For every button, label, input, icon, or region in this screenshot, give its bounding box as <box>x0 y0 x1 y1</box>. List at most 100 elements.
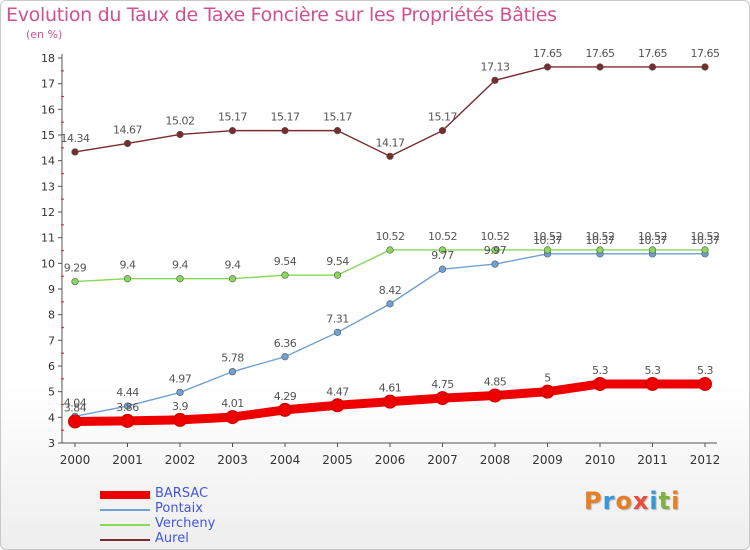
data-label: 4.01 <box>221 397 244 410</box>
chart-legend: BARSAC Pontaix Vercheny Aurel <box>100 486 300 547</box>
data-point <box>176 388 184 397</box>
chart-unit-label: (en %) <box>26 28 63 41</box>
data-label: 3.86 <box>116 401 139 414</box>
y-tick-label: 15 <box>41 129 55 142</box>
data-label: 14.17 <box>376 136 405 149</box>
x-tick-label: 2011 <box>637 453 668 467</box>
data-point <box>701 246 709 254</box>
data-point <box>488 388 502 403</box>
data-label: 4.85 <box>484 376 507 389</box>
data-label: 9.29 <box>64 262 87 275</box>
data-label: 10.52 <box>376 230 405 243</box>
data-point <box>491 76 499 84</box>
x-tick-label: 2001 <box>112 453 143 467</box>
data-label: 15.17 <box>428 111 457 124</box>
y-tick-label: 3 <box>48 437 55 450</box>
data-label: 10.52 <box>481 230 510 243</box>
legend-label: BARSAC <box>155 486 209 501</box>
y-tick-label: 7 <box>48 334 55 347</box>
data-point <box>333 271 342 279</box>
data-label: 15.17 <box>323 111 352 124</box>
data-label: 14.67 <box>113 123 142 136</box>
data-point <box>123 139 132 148</box>
data-point <box>540 384 555 399</box>
data-point <box>543 246 552 254</box>
legend-label: Pontaix <box>155 501 203 516</box>
proxiti-logo: Proxiti <box>584 487 681 515</box>
x-tick-label: 2005 <box>322 453 353 467</box>
data-point <box>383 394 397 409</box>
data-point <box>173 412 187 427</box>
y-tick-label: 8 <box>48 309 55 322</box>
data-point <box>438 127 447 135</box>
data-label: 9.54 <box>274 255 297 268</box>
data-point <box>228 127 237 135</box>
data-point <box>281 127 289 135</box>
data-label: 15.17 <box>218 111 247 124</box>
data-point <box>71 148 79 156</box>
data-point <box>333 127 342 135</box>
x-tick-label: 2002 <box>165 453 196 467</box>
data-point <box>333 328 342 336</box>
data-label: 8.42 <box>379 284 402 297</box>
series-line-vercheny <box>74 249 706 283</box>
data-label: 15.17 <box>271 111 300 124</box>
data-label: 4.04 <box>64 396 87 409</box>
y-tick-label: 5 <box>48 386 55 399</box>
data-point <box>698 376 712 391</box>
legend-label: Vercheny <box>155 516 216 531</box>
data-point <box>648 246 657 254</box>
data-label: 3.9 <box>172 400 188 413</box>
data-point <box>68 414 82 429</box>
data-label: 4.47 <box>326 385 349 398</box>
y-tick-label: 10 <box>41 257 55 270</box>
x-tick-label: 2008 <box>480 453 511 467</box>
data-label: 5.3 <box>592 364 608 377</box>
data-label: 9.97 <box>484 244 507 257</box>
data-point <box>71 277 79 286</box>
data-label: 10.37 <box>691 234 720 247</box>
legend-label: Aurel <box>155 531 189 546</box>
y-tick-label: 16 <box>41 103 55 116</box>
data-point <box>386 300 394 308</box>
x-tick-label: 2012 <box>690 453 721 467</box>
data-point <box>176 130 184 139</box>
data-point <box>123 402 132 410</box>
y-tick-label: 6 <box>48 360 55 373</box>
legend-item-barsac: BARSAC <box>100 486 300 502</box>
data-point <box>491 246 499 254</box>
x-tick-label: 2003 <box>217 453 248 467</box>
x-tick-label: 2000 <box>60 453 91 467</box>
data-label: 10.37 <box>586 234 615 247</box>
legend-swatch <box>100 524 150 526</box>
data-point <box>438 265 447 273</box>
data-label: 10.37 <box>638 234 667 247</box>
data-label: 4.29 <box>274 390 297 403</box>
data-label: 5.3 <box>645 364 661 377</box>
x-tick-label: 2010 <box>585 453 616 467</box>
data-label: 10.37 <box>533 234 562 247</box>
data-point <box>596 246 604 254</box>
data-label: 9.4 <box>225 259 241 272</box>
data-label: 10.52 <box>533 230 562 243</box>
data-point <box>225 410 240 425</box>
y-tick-label: 14 <box>41 155 55 168</box>
data-point <box>435 391 450 406</box>
legend-item-pontaix: Pontaix <box>100 501 300 517</box>
data-label: 10.52 <box>691 230 720 243</box>
data-point <box>701 63 709 71</box>
data-point <box>543 63 552 71</box>
y-tick-label: 17 <box>41 78 55 91</box>
data-label: 17.65 <box>533 47 562 60</box>
data-point <box>228 368 237 376</box>
data-point <box>278 402 292 417</box>
data-label: 4.61 <box>379 382 402 395</box>
data-label: 9.4 <box>172 259 188 272</box>
x-tick-label: 2004 <box>270 453 301 467</box>
data-point <box>330 398 345 413</box>
legend-item-vercheny: Vercheny <box>100 516 300 532</box>
data-label: 9.77 <box>431 249 454 262</box>
chart-title: Evolution du Taux de Taxe Foncière sur l… <box>6 4 557 26</box>
data-point <box>593 376 607 391</box>
